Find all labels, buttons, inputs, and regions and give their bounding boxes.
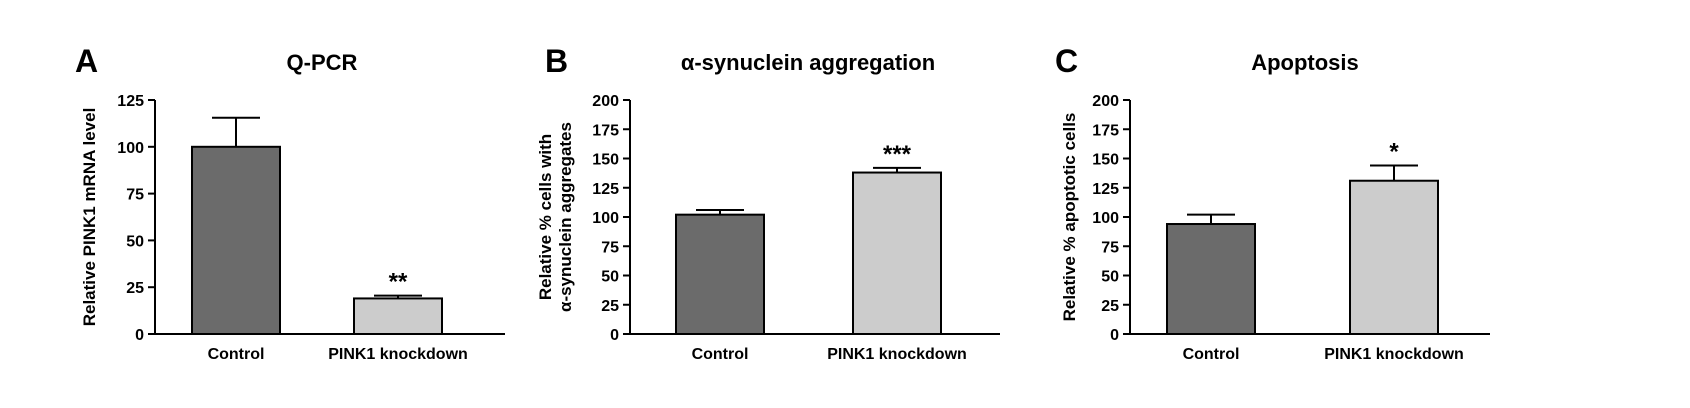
y-axis-label: Relative % cells with: [536, 134, 555, 300]
y-tick-label: 25: [601, 298, 619, 315]
panel-letter: C: [1055, 43, 1078, 79]
y-tick-label: 50: [1101, 269, 1119, 286]
y-axis-label: Relative % apoptotic cells: [1060, 113, 1079, 322]
bar-knockdown: [353, 297, 443, 336]
y-tick-label: 200: [592, 93, 619, 110]
panel-letter: A: [75, 43, 98, 79]
y-tick-label: 75: [1101, 239, 1119, 256]
y-tick-label: 25: [1101, 298, 1119, 315]
category-label: PINK1 knockdown: [328, 346, 468, 363]
y-tick-label: 25: [126, 280, 144, 297]
y-tick-label: 200: [1092, 93, 1119, 110]
category-label: Control: [692, 346, 749, 363]
y-tick-label: 75: [601, 239, 619, 256]
y-tick-label: 175: [592, 122, 619, 139]
category-label: PINK1 knockdown: [827, 346, 967, 363]
y-tick-label: 0: [610, 327, 619, 344]
chart-title: α-synuclein aggregation: [681, 50, 935, 75]
bar-knockdown: [852, 171, 942, 335]
significance-label: *: [1389, 139, 1399, 166]
panel-a: A Q-PCR Relative PINK1 mRNA level Control **…: [75, 43, 505, 363]
y-tick-label: 100: [117, 140, 144, 157]
y-tick-label: 175: [1092, 122, 1119, 139]
panel-c: C Apoptosis Relative % apoptotic cells Cont…: [1055, 43, 1490, 363]
y-tick-label: 50: [126, 233, 144, 250]
y-tick-label: 100: [1092, 210, 1119, 227]
bar-control: [675, 213, 765, 335]
category-label: PINK1 knockdown: [1324, 346, 1464, 363]
y-axis-label: Relative PINK1 mRNA level: [80, 108, 99, 327]
category-label: Control: [1183, 346, 1240, 363]
panel-letter: B: [545, 43, 568, 79]
y-tick-label: 50: [601, 269, 619, 286]
y-tick-label: 150: [1092, 152, 1119, 169]
significance-label: **: [389, 269, 408, 296]
bar-control: [191, 145, 281, 335]
chart-title: Q-PCR: [287, 50, 358, 75]
y-tick-label: 150: [592, 152, 619, 169]
bar-knockdown: [1349, 179, 1439, 335]
significance-label: ***: [883, 141, 912, 168]
y-tick-label: 75: [126, 187, 144, 204]
y-tick-label: 125: [1092, 181, 1119, 198]
category-label: Control: [208, 346, 265, 363]
y-tick-label: 100: [592, 210, 619, 227]
y-tick-label: 0: [1110, 327, 1119, 344]
y-axis-label: α-synuclein aggregates: [556, 122, 575, 312]
bar-control: [1166, 223, 1256, 336]
y-tick-label: 125: [117, 93, 144, 110]
y-tick-label: 125: [592, 181, 619, 198]
chart-title: Apoptosis: [1251, 50, 1359, 75]
y-tick-label: 0: [135, 327, 144, 344]
